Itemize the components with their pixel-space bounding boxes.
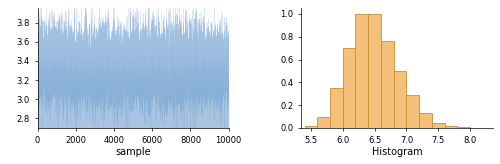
Bar — [419, 113, 432, 128]
X-axis label: Histogram: Histogram — [372, 147, 422, 157]
X-axis label: sample: sample — [116, 147, 151, 157]
Bar — [368, 14, 381, 128]
Bar — [381, 41, 394, 128]
Bar — [406, 95, 419, 128]
Bar — [330, 88, 342, 128]
Bar — [342, 48, 355, 128]
Bar — [356, 14, 368, 128]
Bar — [318, 116, 330, 128]
Bar — [444, 126, 458, 128]
Bar — [458, 127, 470, 128]
Bar — [394, 71, 406, 128]
Bar — [432, 123, 444, 128]
Bar — [304, 126, 318, 128]
